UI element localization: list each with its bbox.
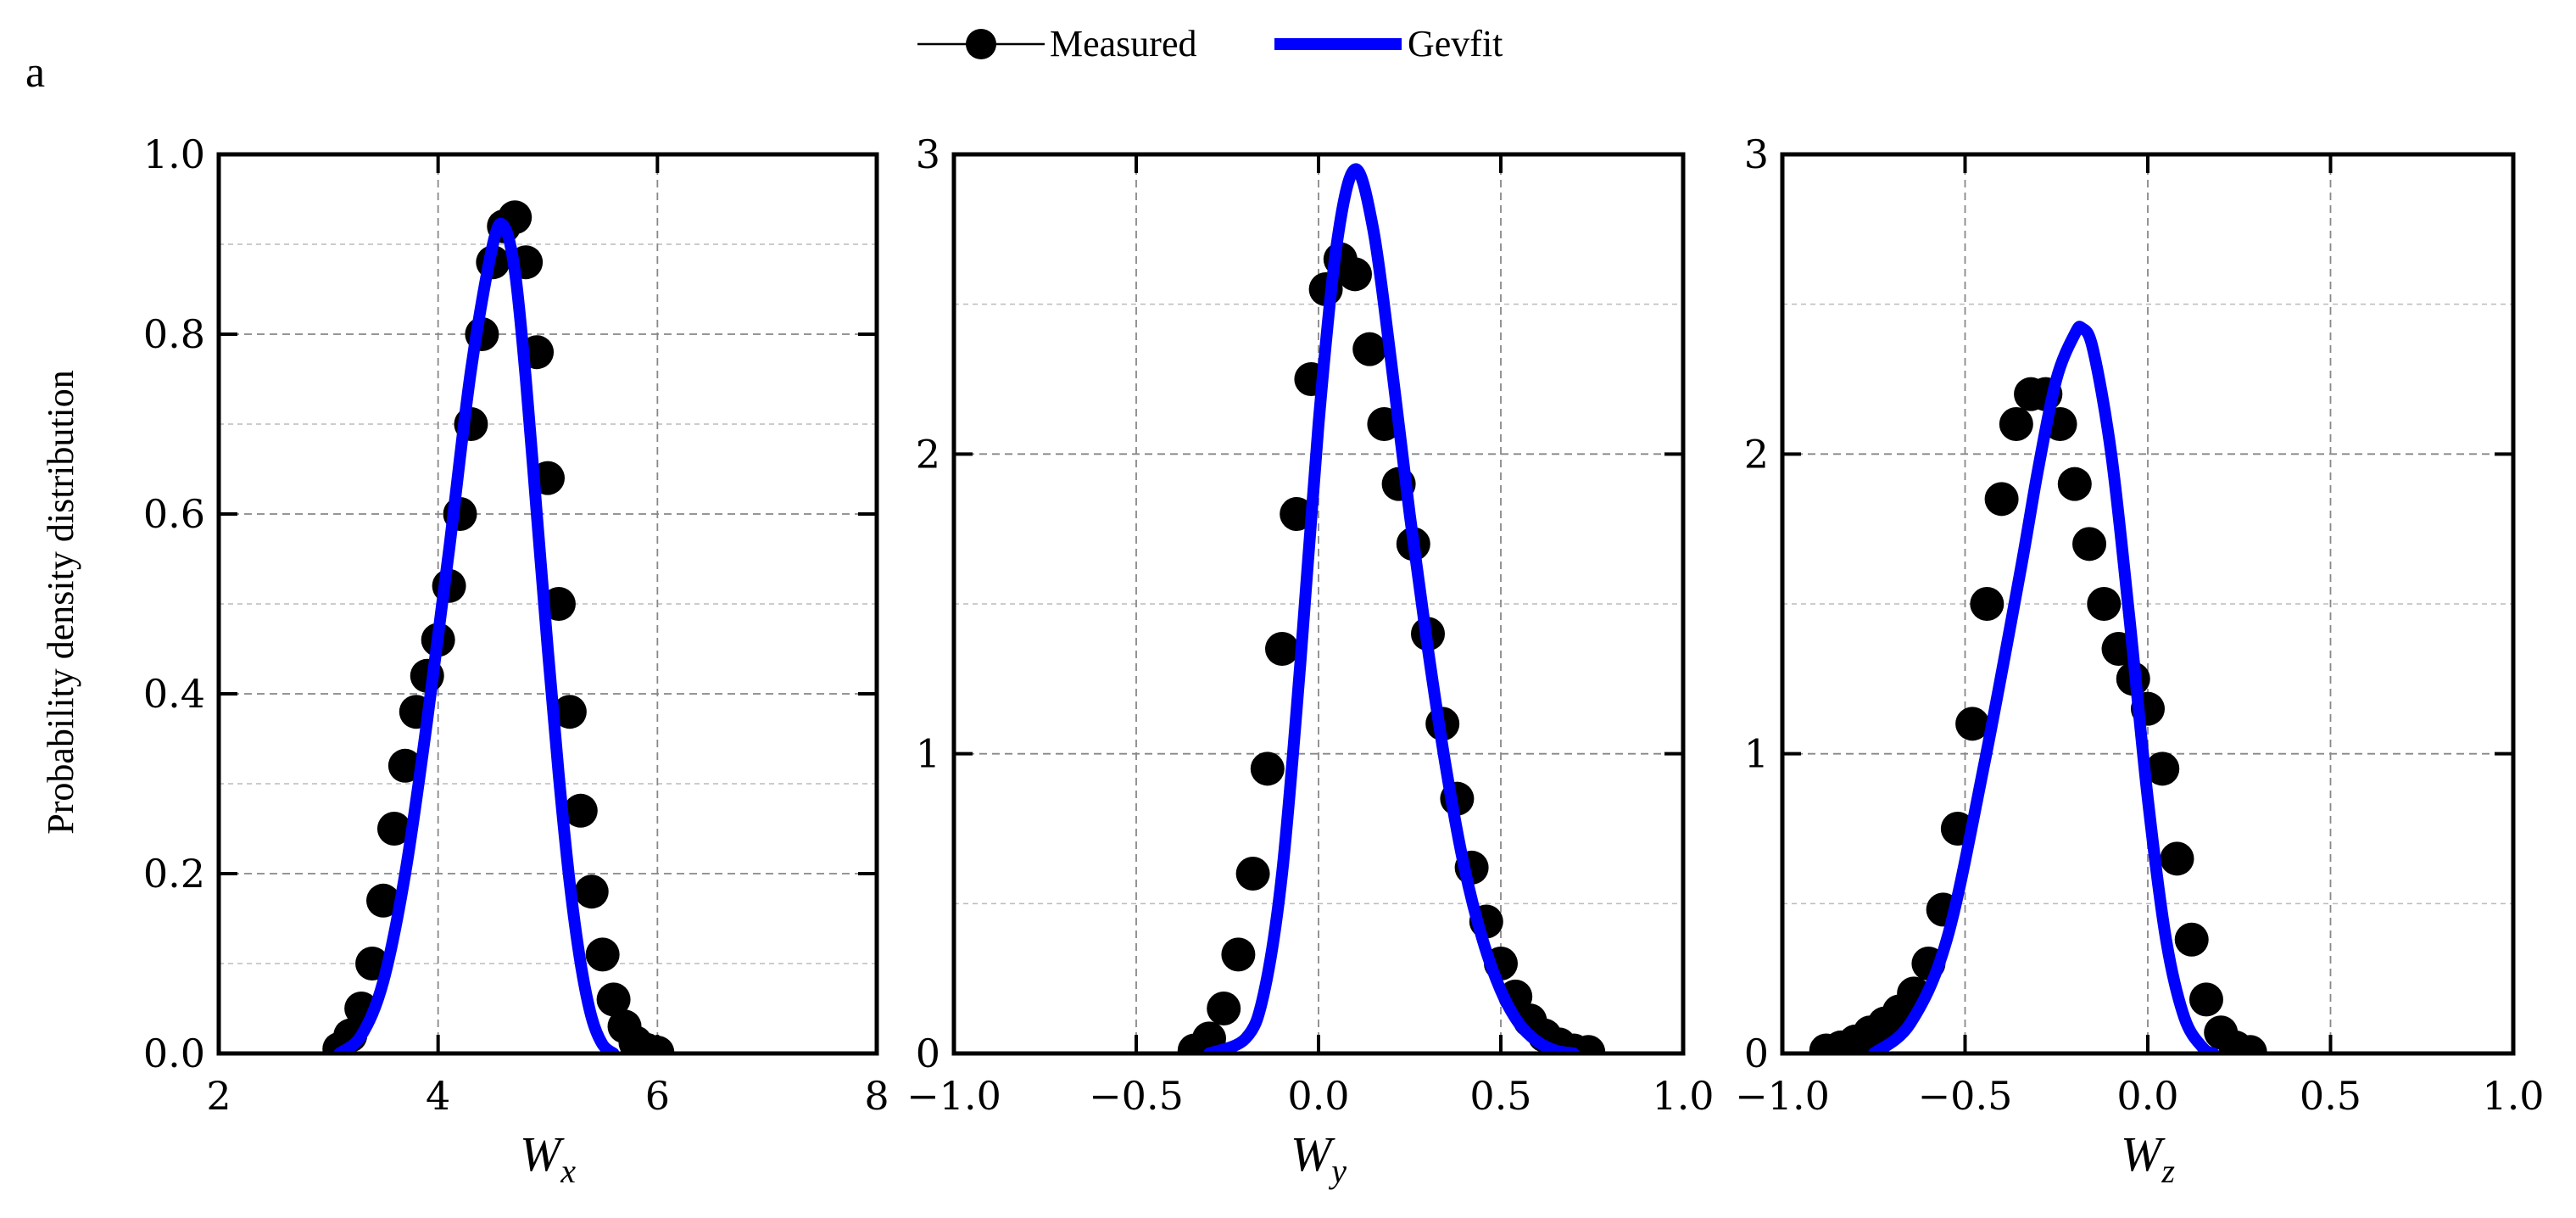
measured-point-23 bbox=[2145, 751, 2180, 786]
ytick-label-0: 0.0 bbox=[143, 1031, 205, 1076]
measured-point-2 bbox=[1207, 992, 1241, 1025]
measured-point-4 bbox=[1235, 857, 1270, 891]
ytick-label-2: 2 bbox=[1744, 431, 1769, 477]
measured-point-29 bbox=[640, 1035, 675, 1053]
measured-point-18 bbox=[2072, 527, 2107, 562]
x-axis-label: Wz bbox=[2121, 1126, 2175, 1190]
measured-point-22 bbox=[563, 793, 598, 828]
xtick-label-0: −1.0 bbox=[1735, 1073, 1830, 1119]
measured-point-6 bbox=[1265, 632, 1299, 666]
xtick-label-4: 1.0 bbox=[1652, 1073, 1714, 1119]
measured-point-10 bbox=[1955, 707, 1990, 741]
xtick-label-3: 8 bbox=[864, 1073, 889, 1119]
gevfit-line bbox=[1867, 321, 2220, 1053]
measured-point-5 bbox=[1250, 751, 1285, 786]
ytick-label-2: 2 bbox=[916, 431, 940, 477]
series-group bbox=[1809, 321, 2267, 1053]
ytick-label-3: 3 bbox=[916, 131, 940, 177]
ytick-label-2: 0.4 bbox=[143, 671, 205, 717]
x-axis-label: Wx bbox=[520, 1126, 576, 1190]
x-axis-label-subscript: x bbox=[560, 1152, 576, 1190]
measured-point-25 bbox=[2174, 922, 2209, 957]
ytick-label-3: 3 bbox=[1744, 131, 1769, 177]
plot-frame bbox=[216, 152, 879, 1056]
measured-point-12 bbox=[1352, 332, 1387, 366]
measured-point-25 bbox=[596, 982, 631, 1017]
measured-point-5 bbox=[376, 812, 411, 846]
chart-panel-wz: 0 1 2 3 −1.0 −0.5 0.0 0.5 1.0 Wz bbox=[1735, 131, 2544, 1190]
ytick-label-5: 1.0 bbox=[143, 131, 205, 177]
xtick-label-2: 0.0 bbox=[1287, 1073, 1349, 1119]
measured-point-4 bbox=[366, 883, 400, 918]
measured-point-17 bbox=[2057, 467, 2092, 501]
ytick-label-0: 0 bbox=[1744, 1031, 1769, 1076]
y-axis-label: Probability density distribution bbox=[40, 370, 81, 835]
xtick-label-1: 4 bbox=[426, 1073, 450, 1119]
series-group bbox=[1177, 163, 1606, 1053]
measured-point-3 bbox=[1221, 937, 1256, 972]
xtick-label-4: 1.0 bbox=[2482, 1073, 2544, 1119]
measured-point-24 bbox=[585, 937, 620, 972]
measured-point-11 bbox=[1338, 257, 1372, 292]
measured-point-12 bbox=[1984, 482, 2019, 517]
xtick-label-0: 2 bbox=[206, 1073, 231, 1119]
panel-label: a bbox=[25, 48, 45, 97]
legend: Measured Gevfit bbox=[917, 23, 1503, 64]
measured-point-27 bbox=[1571, 1035, 1606, 1053]
measured-point-29 bbox=[2233, 1035, 2267, 1053]
ytick-label-3: 0.6 bbox=[143, 491, 205, 537]
legend-gevfit-label: Gevfit bbox=[1408, 23, 1503, 64]
measured-point-11 bbox=[1970, 587, 2004, 621]
measured-point-24 bbox=[2160, 841, 2194, 876]
xtick-label-2: 6 bbox=[645, 1073, 670, 1119]
chart-panel-wx: 0.0 0.2 0.4 0.6 0.8 1.0 2 4 6 8 Wx bbox=[143, 131, 889, 1190]
chart-panel-wy: 0 1 2 3 −1.0 −0.5 0.0 0.5 1.0 Wy bbox=[906, 131, 1714, 1190]
measured-point-26 bbox=[2188, 982, 2223, 1017]
xtick-label-2: 0.0 bbox=[2116, 1073, 2178, 1119]
xtick-label-1: −0.5 bbox=[1918, 1073, 2013, 1119]
measured-point-21 bbox=[552, 695, 587, 729]
measured-point-6 bbox=[388, 748, 422, 783]
x-axis-label-subscript: z bbox=[2161, 1152, 2175, 1190]
xtick-label-3: 0.5 bbox=[1469, 1073, 1531, 1119]
gevfit-line bbox=[333, 217, 620, 1053]
plot-frame bbox=[951, 152, 1686, 1056]
ytick-label-4: 0.8 bbox=[143, 311, 205, 357]
xtick-label-1: −0.5 bbox=[1089, 1073, 1184, 1119]
ytick-label-1: 1 bbox=[916, 731, 940, 777]
ytick-label-1: 1 bbox=[1744, 731, 1769, 777]
series-group bbox=[322, 200, 675, 1053]
ytick-label-0: 0 bbox=[916, 1031, 940, 1076]
measured-point-13 bbox=[1999, 407, 2033, 441]
legend-measured-marker bbox=[966, 29, 996, 59]
legend-measured-label: Measured bbox=[1050, 23, 1197, 64]
gevfit-line bbox=[1203, 163, 1580, 1053]
measured-point-19 bbox=[2087, 587, 2122, 621]
plot-frame bbox=[1780, 152, 2516, 1056]
xtick-label-0: −1.0 bbox=[906, 1073, 1001, 1119]
xtick-label-3: 0.5 bbox=[2300, 1073, 2361, 1119]
x-axis-label-subscript: y bbox=[1328, 1152, 1347, 1190]
x-axis-label: Wy bbox=[1291, 1126, 1347, 1190]
measured-point-23 bbox=[574, 874, 609, 909]
ytick-label-1: 0.2 bbox=[143, 851, 205, 897]
